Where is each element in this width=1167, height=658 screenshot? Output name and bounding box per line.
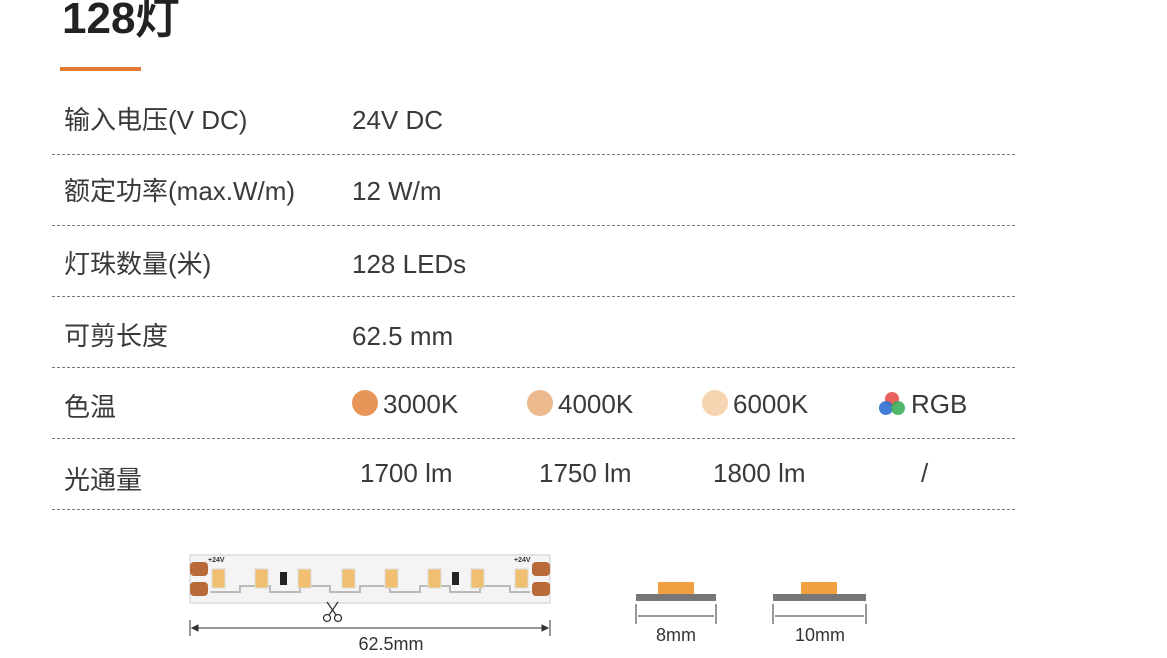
dimension-line (189, 620, 551, 636)
led-chip (801, 582, 837, 594)
flux-value: 1800 lm (713, 458, 806, 488)
spec-label: 可剪长度 (64, 321, 169, 351)
spec-label: 光通量 (64, 465, 143, 495)
voltage-label: +24V (208, 557, 225, 564)
spec-value: 62.5 mm (352, 321, 454, 351)
spec-value: 24V DC (352, 105, 444, 135)
color-dot (527, 390, 553, 416)
scissors-icon (322, 601, 343, 623)
separator (52, 154, 1015, 155)
color-dot (702, 390, 728, 416)
title: 128灯 (62, 0, 180, 43)
flux-value: 1700 lm (360, 458, 453, 488)
diagram: +24V +24V 62.5mm 8mm 10mm (189, 554, 867, 654)
strip-section (773, 594, 866, 601)
color-option: 3000K (383, 389, 459, 419)
color-option: RGB (911, 389, 968, 419)
dimension-line (635, 604, 717, 624)
spec-label: 额定功率(max.W/m) (64, 176, 296, 206)
spec-label: 输入电压(V DC) (64, 105, 248, 135)
separator (52, 509, 1015, 510)
flux-value: / (921, 458, 929, 488)
rgb-icon (879, 392, 905, 415)
separator (52, 367, 1015, 368)
cut-length: 62.5mm (358, 634, 423, 654)
color-option: 4000K (558, 389, 634, 419)
separator (52, 296, 1015, 297)
separator (52, 438, 1015, 439)
spec-value: 128 LEDs (352, 249, 467, 279)
flux-value: 1750 lm (539, 458, 632, 488)
width-label: 10mm (795, 625, 845, 645)
spec-label: 色温 (64, 392, 117, 422)
spec-value: 12 W/m (352, 176, 442, 206)
voltage-label: +24V (514, 557, 531, 564)
dimension-line (772, 604, 867, 624)
strip-section (636, 594, 716, 601)
led-strip: +24V +24V (189, 554, 551, 604)
separator (52, 225, 1015, 226)
led-chip (658, 582, 694, 594)
spec-label: 灯珠数量(米) (64, 249, 212, 279)
color-option: 6000K (733, 389, 809, 419)
title-underline (60, 67, 141, 71)
width-label: 8mm (656, 625, 696, 645)
color-dot (352, 390, 378, 416)
